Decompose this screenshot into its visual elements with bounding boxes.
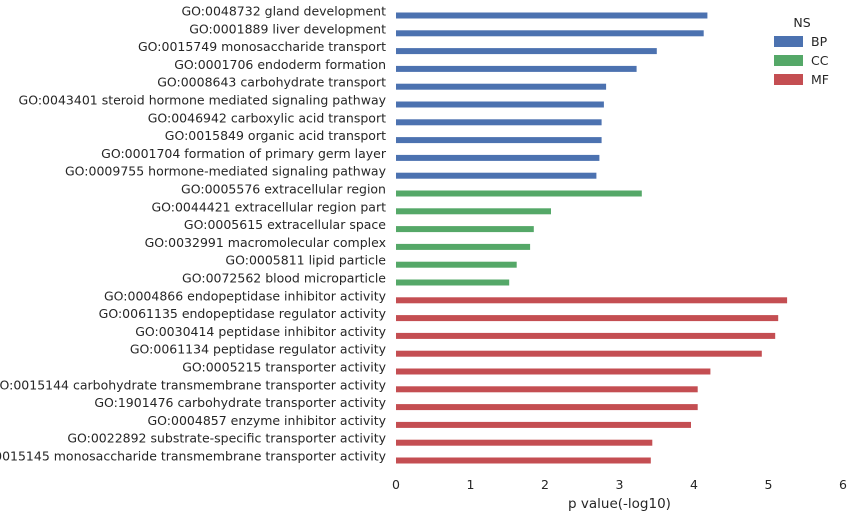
- bar-mf-2: [396, 315, 779, 322]
- bar-bp-8: [396, 137, 602, 144]
- bar-bp-6: [396, 101, 604, 108]
- legend-label-mf: MF: [811, 72, 829, 87]
- category-label: GO:0015145 monosaccharide transmembrane …: [0, 449, 387, 464]
- bar-cc-1: [396, 190, 642, 197]
- x-tick-label: 6: [839, 477, 847, 492]
- category-label: GO:0005615 extracellular space: [184, 217, 386, 232]
- bar-bp-7: [396, 119, 602, 126]
- legend-label-bp: BP: [811, 34, 828, 49]
- category-label: GO:0008643 carbohydrate transport: [157, 75, 386, 90]
- x-axis-title: p value(-log10): [568, 496, 671, 512]
- category-label: GO:0022892 substrate-specific transporte…: [67, 431, 386, 446]
- bar-mf-1: [396, 297, 788, 304]
- category-label: GO:0015144 carbohydrate transmembrane tr…: [0, 377, 387, 392]
- bar-cc-3: [396, 226, 534, 233]
- bars-layer: [396, 12, 788, 464]
- category-label: GO:0001706 endoderm formation: [174, 57, 386, 72]
- bar-bp-10: [396, 172, 597, 179]
- x-axis-ticks: 0 1 2 3 4 5 6: [392, 477, 847, 492]
- bar-bp-3: [396, 48, 657, 55]
- bar-mf-8: [396, 421, 691, 428]
- category-label: GO:0009755 hormone-mediated signaling pa…: [65, 164, 387, 179]
- x-tick-label: 5: [765, 477, 773, 492]
- legend-title: NS: [793, 15, 810, 30]
- category-label: GO:0004857 enzyme inhibitor activity: [147, 413, 386, 428]
- legend-label-cc: CC: [811, 53, 829, 68]
- category-label: GO:0044421 extracellular region part: [151, 199, 386, 214]
- category-labels: GO:0048732 gland development GO:0001889 l…: [0, 4, 387, 464]
- x-tick-label: 0: [392, 477, 400, 492]
- category-label: GO:0048732 gland development: [181, 4, 386, 19]
- category-label: GO:0046942 carboxylic acid transport: [148, 110, 386, 125]
- bar-mf-7: [396, 404, 698, 411]
- x-tick-label: 1: [467, 477, 475, 492]
- category-label: GO:0043401 steroid hormone mediated sign…: [19, 93, 387, 108]
- category-label: GO:0072562 blood microparticle: [182, 271, 386, 286]
- category-label: GO:0005215 transporter activity: [182, 360, 386, 375]
- bar-mf-4: [396, 350, 762, 357]
- bar-cc-5: [396, 261, 517, 268]
- bar-bp-4: [396, 65, 637, 72]
- category-label: GO:0030414 peptidase inhibitor activity: [135, 324, 386, 339]
- x-tick-label: 3: [616, 477, 624, 492]
- category-label: GO:0061135 endopeptidase regulator activ…: [99, 306, 387, 321]
- legend: NS BP CC MF: [774, 15, 829, 87]
- bar-mf-10: [396, 457, 651, 464]
- category-label: GO:0061134 peptidase regulator activity: [130, 342, 387, 357]
- bar-bp-5: [396, 83, 607, 90]
- bar-cc-2: [396, 208, 551, 215]
- category-label: GO:0032991 macromolecular complex: [145, 235, 386, 250]
- category-label: GO:0001704 formation of primary germ lay…: [101, 146, 387, 161]
- category-label: GO:0005811 lipid particle: [225, 253, 386, 268]
- bar-bp-2: [396, 30, 704, 37]
- bar-mf-6: [396, 386, 698, 393]
- category-label: GO:0015849 organic acid transport: [165, 128, 386, 143]
- category-label: GO:0005576 extracellular region: [181, 182, 386, 197]
- bar-cc-6: [396, 279, 510, 286]
- bar-mf-3: [396, 332, 776, 339]
- category-label: GO:1901476 carbohydrate transporter acti…: [94, 395, 386, 410]
- bar-cc-4: [396, 243, 531, 250]
- category-label: GO:0004866 endopeptidase inhibitor activ…: [104, 288, 387, 303]
- x-tick-label: 2: [541, 477, 549, 492]
- x-tick-label: 4: [690, 477, 698, 492]
- bar-mf-9: [396, 439, 653, 446]
- legend-swatch-cc: [774, 55, 803, 66]
- bar-mf-5: [396, 368, 711, 375]
- bar-bp-1: [396, 12, 708, 19]
- bar-bp-9: [396, 154, 600, 161]
- category-label: GO:0015749 monosaccharide transport: [138, 39, 386, 54]
- legend-swatch-bp: [774, 36, 803, 47]
- category-label: GO:0001889 liver development: [189, 21, 386, 36]
- legend-swatch-mf: [774, 74, 803, 85]
